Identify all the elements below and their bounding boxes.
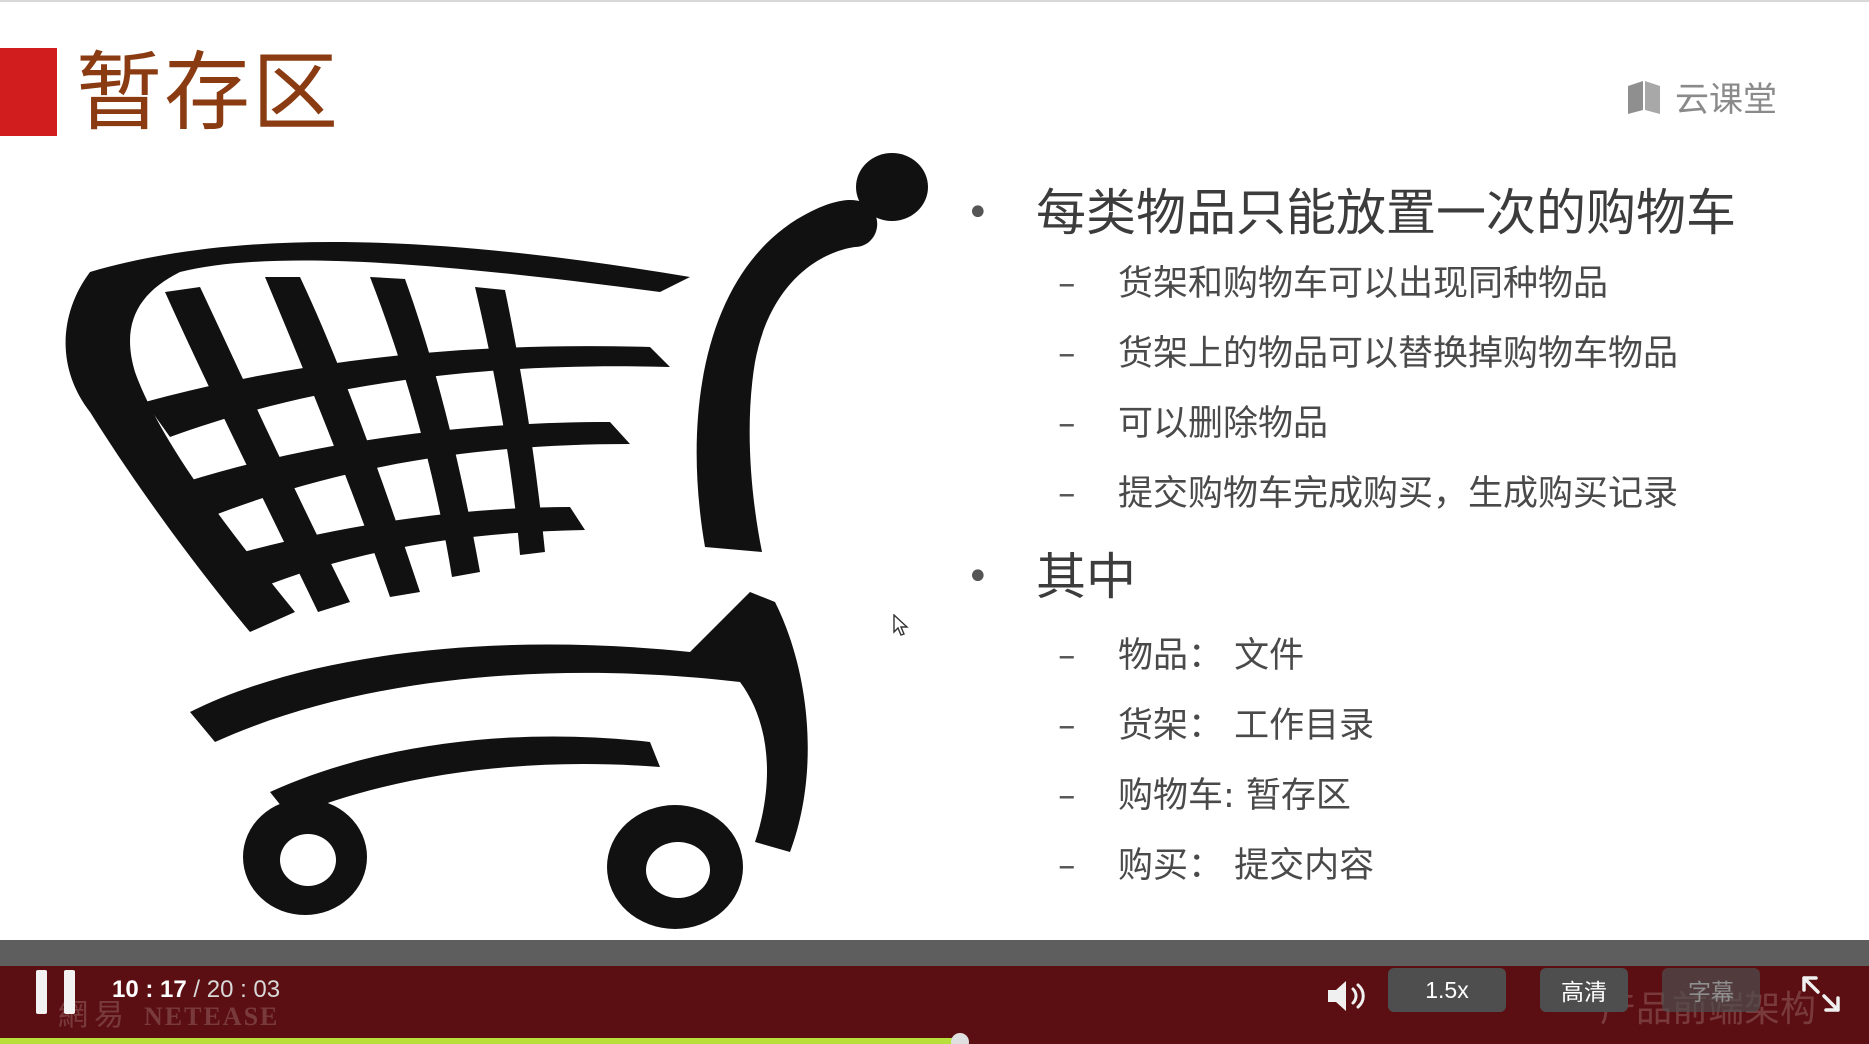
playback-speed-button[interactable]: 1.5x [1388,968,1506,1012]
sub-bullet-item: – 货架： 工作目录 [960,691,1840,761]
sub-bullet-item: – 可以删除物品 [960,389,1840,459]
fullscreen-icon [1802,976,1840,1012]
dash-icon: – [1058,776,1076,816]
bullet-text: 每类物品只能放置一次的购物车 [1036,184,1736,242]
progress-scrubber[interactable] [951,1033,969,1044]
watermark-en: NETEASE [144,1002,280,1031]
title-accent-bar [0,48,57,136]
sub-bullet-text: 购物车: 暂存区 [1118,776,1351,816]
sub-bullet-item: – 物品： 文件 [960,621,1840,691]
dash-icon: – [1058,636,1076,676]
sub-bullet-text: 货架上的物品可以替换掉购物车物品 [1118,334,1679,374]
dash-icon: – [1058,264,1076,304]
mouse-cursor-icon [893,614,909,636]
sub-bullet-text: 货架： 工作目录 [1118,706,1375,746]
dash-icon: – [1058,706,1076,746]
time-separator: / [186,976,207,1003]
sub-bullet-item: – 货架和购物车可以出现同种物品 [960,249,1840,319]
volume-button[interactable] [1326,976,1372,1016]
bullet-item: • 其中 [960,541,1840,613]
bullet-text: 其中 [1036,548,1136,606]
shopping-cart-icon [65,153,928,929]
bullet-dot-icon: • [966,190,990,236]
sub-bullet-text: 物品： 文件 [1118,636,1305,676]
sub-bullet-text: 货架和购物车可以出现同种物品 [1118,264,1609,304]
sub-bullet-text: 提交购物车完成购买，生成购买记录 [1118,474,1679,514]
sub-bullet-item: – 货架上的物品可以替换掉购物车物品 [960,319,1840,389]
bullet-item: • 每类物品只能放置一次的购物车 [960,177,1840,249]
volume-icon [1328,981,1365,1011]
sub-bullet-item: – 提交购物车完成购买，生成购买记录 [960,459,1840,529]
dash-icon: – [1058,846,1076,886]
dash-icon: – [1058,334,1076,374]
book-icon [1628,80,1660,114]
pause-button[interactable] [36,970,76,1014]
slide-title: 暂存区 [76,43,340,143]
brand-logo: 云课堂 [1625,72,1777,121]
subtitle-button[interactable]: 字幕 [1662,968,1760,1012]
pause-icon [36,970,47,1014]
progress-bar-fill [0,1038,961,1044]
control-bar-top [0,940,1869,966]
bullet-dot-icon: • [966,554,990,600]
dash-icon: – [1058,474,1076,514]
sub-bullet-item: – 购买： 提交内容 [960,831,1840,901]
bullet-list: • 每类物品只能放置一次的购物车 – 货架和购物车可以出现同种物品 – 货架上的… [960,177,1840,901]
sub-bullet-text: 可以删除物品 [1118,404,1329,444]
current-time: 10 : 17 [112,976,187,1003]
pause-icon [64,970,75,1014]
sub-bullet-item: – 购物车: 暂存区 [960,761,1840,831]
dash-icon: – [1058,404,1076,444]
slide: 暂存区 云课堂 [0,0,1869,929]
quality-button[interactable]: 高清 [1540,968,1628,1012]
brand-label: 云课堂 [1675,80,1777,120]
sub-bullet-text: 购买： 提交内容 [1118,846,1375,886]
time-display: 10 : 17 / 20 : 03 [112,976,280,1004]
netease-watermark: 網易 NETEASE [58,990,279,1034]
total-time: 20 : 03 [206,976,281,1003]
fullscreen-button[interactable] [1800,974,1842,1014]
